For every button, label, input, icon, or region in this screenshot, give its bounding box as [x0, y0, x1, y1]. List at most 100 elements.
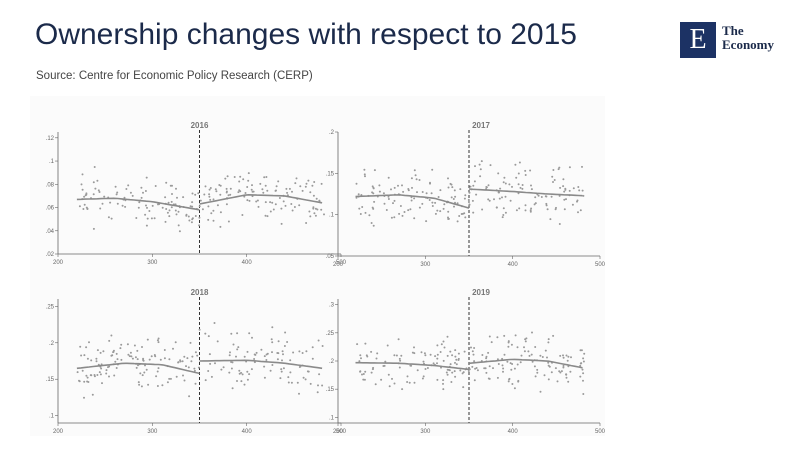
- scatter-point: [408, 381, 411, 384]
- scatter-point: [363, 168, 366, 171]
- scatter-point: [219, 225, 222, 228]
- scatter-point: [198, 216, 201, 219]
- scatter-point: [253, 358, 256, 360]
- scatter-point: [212, 198, 215, 201]
- scatter-point: [197, 192, 200, 195]
- the-economy-logo[interactable]: E The Economy: [680, 22, 780, 58]
- scatter-point: [98, 371, 101, 374]
- scatter-point: [384, 360, 387, 363]
- scatter-point: [275, 189, 277, 192]
- scatter-point: [314, 207, 317, 210]
- scatter-point: [271, 341, 274, 344]
- scatter-point: [453, 370, 456, 373]
- scatter-point: [501, 196, 503, 199]
- scatter-point: [470, 346, 472, 349]
- scatter-point: [127, 353, 130, 356]
- scatter-point: [264, 201, 267, 204]
- scatter-point: [263, 376, 266, 379]
- scatter-point: [467, 201, 470, 203]
- scatter-point: [503, 176, 506, 179]
- scatter-point: [137, 206, 140, 209]
- scatter-point: [395, 354, 398, 357]
- scatter-point: [393, 186, 396, 189]
- scatter-point: [450, 196, 453, 199]
- scatter-point: [502, 367, 505, 370]
- scatter-point: [471, 199, 474, 202]
- scatter-point: [141, 374, 144, 377]
- scatter-point: [115, 367, 118, 369]
- scatter-point: [299, 185, 302, 188]
- scatter-point: [165, 208, 168, 210]
- y-tick-label: .3: [329, 303, 335, 309]
- scatter-point: [473, 379, 476, 382]
- y-tick-label: .1: [329, 415, 335, 421]
- scatter-point: [371, 368, 374, 371]
- scatter-point: [387, 176, 390, 179]
- scatter-point: [421, 191, 424, 193]
- scatter-point: [88, 341, 90, 344]
- scatter-point: [225, 191, 228, 194]
- scatter-point: [488, 365, 491, 368]
- x-tick-label: 400: [242, 429, 253, 435]
- scatter-point: [194, 215, 197, 217]
- scatter-point: [98, 191, 101, 193]
- scatter-point: [263, 176, 266, 179]
- scatter-point: [197, 366, 200, 369]
- scatter-point: [474, 367, 477, 370]
- scatter-point: [191, 355, 194, 358]
- scatter-point: [291, 190, 293, 193]
- scatter-point: [439, 189, 442, 192]
- scatter-point: [210, 375, 213, 378]
- scatter-point: [314, 214, 317, 217]
- scatter-point: [580, 362, 583, 365]
- scatter-point: [442, 388, 445, 391]
- scatter-point: [169, 377, 172, 380]
- scatter-point: [355, 182, 358, 185]
- scatter-point: [558, 166, 561, 169]
- scatter-point: [442, 207, 445, 210]
- scatter-point: [375, 357, 378, 360]
- scatter-point: [371, 206, 374, 209]
- scatter-point: [291, 209, 294, 212]
- scatter-point: [515, 209, 518, 212]
- scatter-point: [248, 199, 251, 202]
- scatter-point: [79, 345, 82, 348]
- scatter-point: [135, 217, 138, 219]
- scatter-point: [251, 336, 253, 339]
- scatter-point: [442, 340, 445, 343]
- scatter-point: [253, 353, 256, 356]
- scatter-point: [489, 164, 492, 167]
- scatter-point: [549, 218, 552, 221]
- scatter-point: [154, 355, 157, 358]
- scatter-point: [219, 211, 222, 214]
- scatter-point: [277, 180, 280, 183]
- scatter-point: [502, 214, 505, 216]
- scatter-point: [471, 365, 474, 368]
- scatter-point: [312, 194, 315, 197]
- scatter-point: [487, 351, 490, 354]
- scatter-point: [191, 201, 194, 204]
- scatter-point: [563, 208, 566, 211]
- scatter-point: [190, 360, 193, 363]
- scatter-point: [133, 344, 136, 347]
- scatter-point: [497, 172, 500, 175]
- scatter-point: [265, 176, 268, 178]
- scatter-point: [208, 193, 211, 196]
- scatter-point: [562, 366, 565, 369]
- scatter-point: [443, 346, 446, 349]
- scatter-point: [167, 201, 170, 204]
- x-tick-label: 500: [595, 262, 605, 268]
- scatter-point: [241, 373, 244, 376]
- scatter-point: [274, 203, 277, 206]
- scatter-point: [99, 373, 102, 376]
- scatter-point: [529, 169, 532, 172]
- scatter-point: [399, 359, 402, 362]
- panel-title: 2019: [472, 288, 490, 297]
- scatter-point: [527, 350, 530, 353]
- scatter-point: [511, 383, 514, 385]
- scatter-point: [289, 371, 292, 374]
- x-tick-label: 300: [147, 429, 158, 435]
- x-tick-label: 500: [595, 429, 605, 435]
- logo-mark: E: [680, 22, 716, 58]
- scatter-point: [105, 372, 108, 375]
